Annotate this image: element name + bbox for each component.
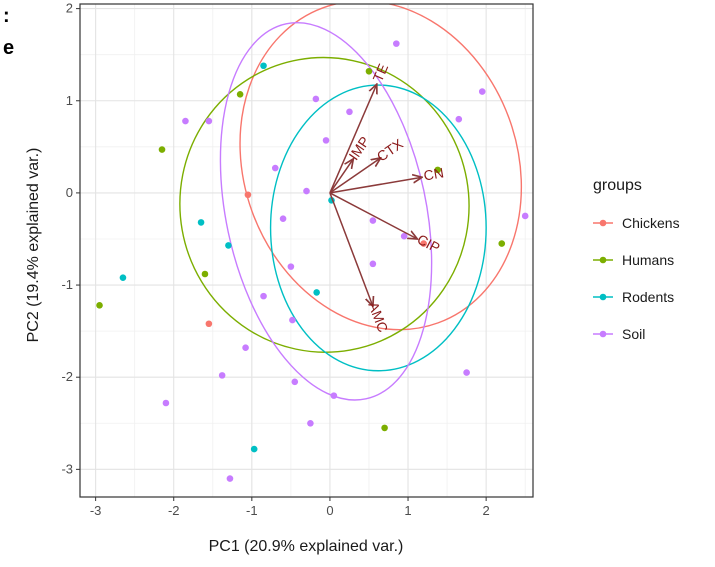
- point-rodents: [313, 289, 320, 296]
- point-soil: [463, 369, 470, 376]
- arrow-amc: [329, 192, 373, 306]
- point-soil: [226, 475, 234, 482]
- ellipse-chickens: [239, 4, 523, 331]
- point-soil: [521, 212, 529, 220]
- cropped-text-2: e: [3, 37, 14, 59]
- variable-label-cn: CN: [422, 164, 445, 183]
- y-tick-label: -1: [61, 277, 73, 292]
- legend-title: groups: [593, 177, 642, 194]
- legend-item-soil: Soil: [593, 326, 645, 342]
- y-tick-label: 0: [66, 185, 73, 200]
- y-tick-label: 1: [66, 93, 73, 108]
- point-soil: [205, 117, 213, 125]
- point-chickens: [205, 320, 213, 328]
- point-soil: [330, 392, 338, 399]
- plot-border: [79, 3, 534, 498]
- plot-panel: [80, 4, 533, 497]
- data-points: [96, 40, 529, 482]
- point-soil: [279, 215, 287, 223]
- ellipse-humans: [179, 56, 470, 353]
- point-chickens: [420, 240, 427, 247]
- point-rodents: [119, 274, 127, 281]
- point-soil: [369, 217, 377, 224]
- legend-key-point: [599, 293, 607, 301]
- point-soil: [369, 260, 377, 268]
- ellipse-soil: [219, 22, 433, 401]
- axis-ticks: -3 -2 -1 0 1 2 -3 -2 -1 0 1 2: [61, 1, 489, 518]
- point-soil: [291, 378, 299, 386]
- x-axis-title: PC1 (20.9% explained var.): [209, 538, 404, 555]
- point-soil: [312, 95, 320, 103]
- point-soil: [242, 344, 249, 352]
- x-tick-label: -3: [90, 503, 102, 518]
- point-rodents: [197, 219, 205, 226]
- point-soil: [346, 108, 353, 116]
- x-tick-label: 2: [483, 503, 490, 518]
- point-humans: [381, 424, 388, 432]
- grid-lines: [80, 4, 533, 497]
- y-tick-label: 2: [66, 1, 73, 16]
- point-soil: [271, 164, 279, 172]
- point-humans: [201, 270, 209, 278]
- x-tick-label: 1: [404, 503, 411, 518]
- variable-label-te: TE: [369, 61, 391, 84]
- point-soil: [478, 88, 486, 95]
- point-rodents: [250, 445, 258, 453]
- point-soil: [287, 263, 295, 270]
- legend-label: Chickens: [622, 215, 680, 231]
- legend-key-point: [599, 256, 607, 264]
- cropped-text-1: :: [3, 5, 10, 27]
- point-soil: [307, 419, 314, 427]
- arrow-cn: [329, 177, 422, 194]
- point-humans: [498, 240, 506, 247]
- legend-label: Rodents: [622, 289, 674, 305]
- point-humans: [96, 302, 103, 309]
- point-soil: [218, 372, 226, 379]
- point-soil: [162, 399, 170, 407]
- point-soil: [289, 316, 296, 324]
- legend-label: Humans: [622, 252, 674, 268]
- confidence-ellipses: [179, 4, 523, 401]
- legend-key-point: [599, 330, 607, 338]
- point-chickens: [244, 191, 252, 199]
- point-soil: [303, 187, 310, 195]
- y-tick-label: -2: [61, 369, 73, 384]
- y-tick-label: -3: [61, 461, 73, 476]
- point-soil: [182, 117, 189, 125]
- arrow-cip: [329, 192, 417, 239]
- point-soil: [455, 115, 463, 123]
- point-humans: [236, 91, 244, 98]
- ellipse-rodents: [269, 84, 487, 372]
- legend-label: Soil: [622, 326, 645, 342]
- legend-item-rodents: Rodents: [593, 289, 674, 305]
- y-axis-title: PC2 (19.4% explained var.): [25, 148, 42, 343]
- point-rodents: [260, 62, 267, 70]
- point-humans: [365, 67, 373, 75]
- point-soil: [400, 232, 408, 240]
- x-tick-label: -2: [168, 503, 180, 518]
- arrow-imp: [329, 159, 353, 194]
- x-tick-label: 0: [326, 503, 333, 518]
- arrow-ctx: [329, 158, 381, 194]
- legend-item-humans: Humans: [593, 252, 674, 268]
- point-soil: [393, 40, 400, 47]
- x-tick-label: -1: [246, 503, 258, 518]
- point-soil: [322, 137, 330, 144]
- point-humans: [434, 166, 442, 174]
- point-soil: [260, 292, 267, 300]
- legend-key-point: [599, 219, 607, 227]
- legend: groups Chickens Humans Rodents Soil: [593, 177, 680, 342]
- arrow-te: [329, 84, 377, 194]
- point-humans: [158, 146, 166, 153]
- point-rodents: [225, 242, 232, 249]
- legend-item-chickens: Chickens: [593, 215, 680, 231]
